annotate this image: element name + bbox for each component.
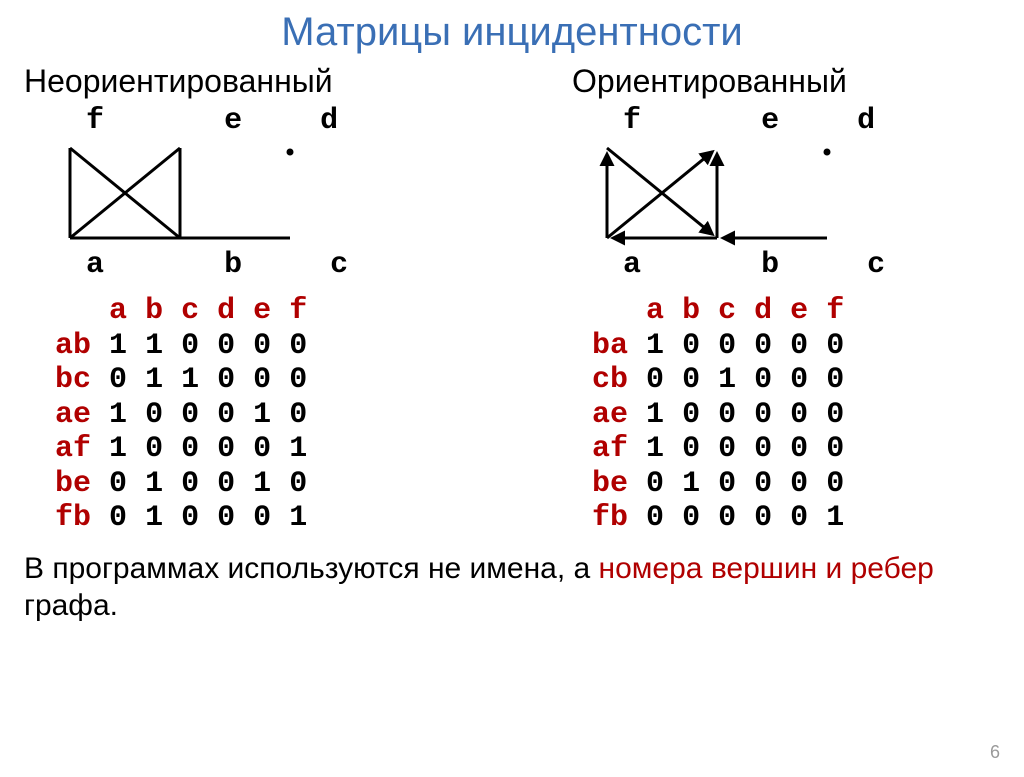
bottom-em: номера вершин и ребер (599, 552, 934, 585)
page-title: Матрицы инцидентности (0, 10, 1024, 55)
vertex-label: b (761, 248, 779, 282)
right-graph (587, 138, 847, 248)
page-number: 6 (990, 742, 1000, 763)
right-graph-wrap: f e d a b c (512, 104, 1004, 282)
right-column: Ориентированный f e d a b c a b c d e fb… (512, 63, 1004, 536)
bottom-note: В программах используются не имена, а но… (0, 536, 1024, 625)
vertex-label: f (623, 104, 641, 138)
vertex-label: d (857, 104, 875, 138)
left-subtitle: Неориентированный (20, 63, 512, 100)
left-bottom-labels: a b c (50, 248, 512, 282)
right-top-labels: f e d (587, 104, 1004, 138)
vertex-label: e (761, 104, 779, 138)
right-matrix: a b c d e fba 1 0 0 0 0 0cb 0 0 1 0 0 0a… (512, 294, 1004, 536)
left-graph-wrap: f e d a b c (20, 104, 512, 282)
bottom-post: графа. (24, 589, 118, 622)
vertex-label: d (320, 104, 338, 138)
vertex-label: f (86, 104, 104, 138)
vertex-label: b (224, 248, 242, 282)
left-top-labels: f e d (50, 104, 512, 138)
vertex-label: c (867, 248, 885, 282)
two-columns: Неориентированный f e d a b c a b c d e … (0, 63, 1024, 536)
vertex-label: a (623, 248, 641, 282)
left-matrix: a b c d e fab 1 1 0 0 0 0bc 0 1 1 0 0 0a… (20, 294, 512, 536)
vertex-label: a (86, 248, 104, 282)
left-column: Неориентированный f e d a b c a b c d e … (20, 63, 512, 536)
bottom-pre: В программах используются не имена, а (24, 552, 599, 585)
right-subtitle: Ориентированный (512, 63, 1004, 100)
right-bottom-labels: a b c (587, 248, 1004, 282)
vertex-label: c (330, 248, 348, 282)
vertex-label: e (224, 104, 242, 138)
left-graph (50, 138, 310, 248)
